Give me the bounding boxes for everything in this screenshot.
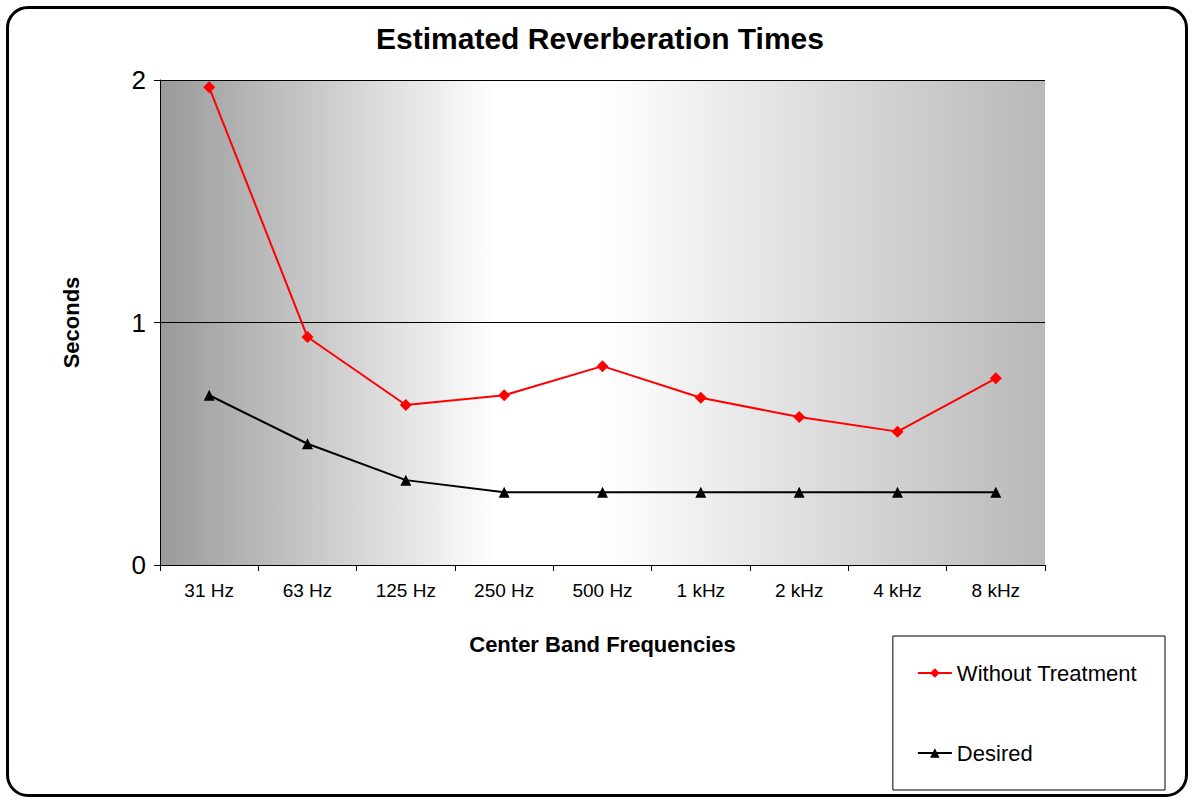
svg-text:125 Hz: 125 Hz xyxy=(376,580,436,601)
svg-text:31 Hz: 31 Hz xyxy=(184,580,234,601)
svg-text:63 Hz: 63 Hz xyxy=(283,580,333,601)
svg-text:Estimated Reverberation Times: Estimated Reverberation Times xyxy=(376,22,824,55)
svg-text:4 kHz: 4 kHz xyxy=(873,580,922,601)
svg-text:Desired: Desired xyxy=(957,741,1033,766)
svg-text:Seconds: Seconds xyxy=(59,277,84,369)
svg-text:Without Treatment: Without Treatment xyxy=(957,661,1137,686)
svg-text:8 kHz: 8 kHz xyxy=(972,580,1021,601)
svg-text:1 kHz: 1 kHz xyxy=(677,580,726,601)
svg-text:2: 2 xyxy=(132,65,146,95)
svg-text:2 kHz: 2 kHz xyxy=(775,580,824,601)
svg-text:0: 0 xyxy=(132,550,146,580)
svg-text:1: 1 xyxy=(132,308,146,338)
svg-text:500 Hz: 500 Hz xyxy=(572,580,632,601)
svg-text:250 Hz: 250 Hz xyxy=(474,580,534,601)
svg-text:Center Band Frequencies: Center Band Frequencies xyxy=(469,632,736,657)
